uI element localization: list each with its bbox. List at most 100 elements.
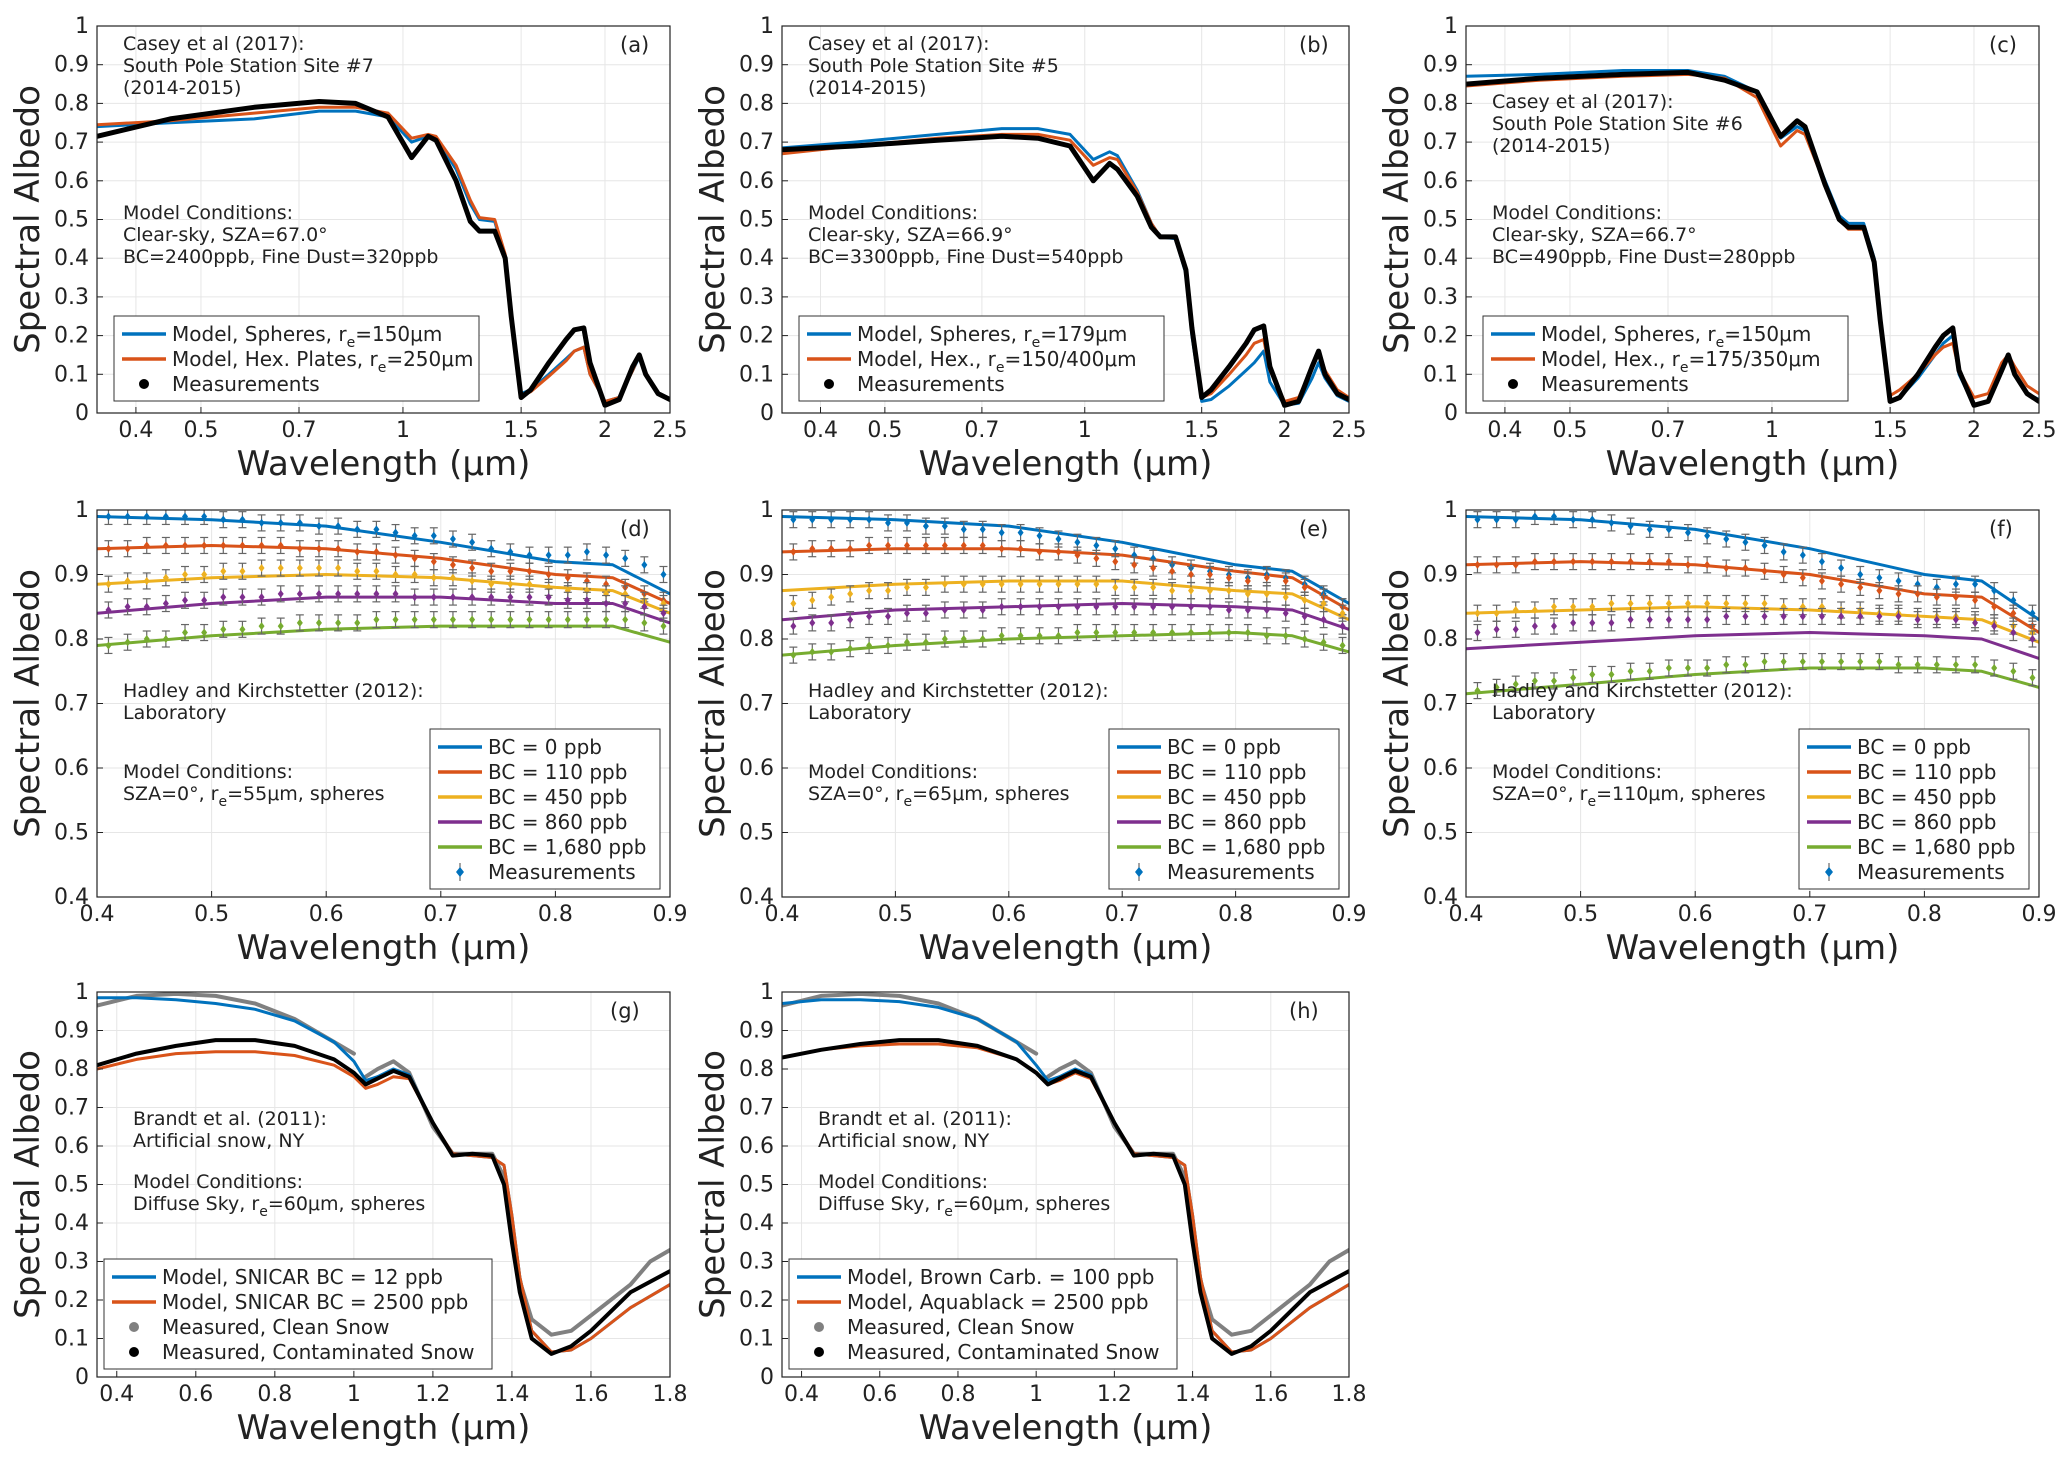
measurement-point	[1282, 631, 1289, 640]
x-tick-label: 0.8	[538, 902, 573, 927]
measurement-point	[1512, 560, 1519, 569]
measurement-point	[847, 589, 854, 598]
series-line-bc-110-ppb	[97, 544, 670, 605]
measurement-point	[1876, 612, 1883, 621]
legend-text: BC = 110 ppb	[1857, 760, 1996, 784]
annotation-part: =60μm, spheres	[268, 1193, 425, 1215]
legend-text: BC = 110 ppb	[488, 760, 627, 784]
measurement-point	[979, 635, 986, 643]
legend-text: BC = 0 ppb	[1167, 735, 1281, 759]
measurement-point	[1761, 567, 1768, 576]
measurement-point	[622, 599, 629, 608]
measurement-point	[660, 622, 667, 631]
legend-text: Model, Brown Carb. = 100 ppb	[847, 1265, 1154, 1289]
measurement-point	[1131, 628, 1138, 637]
measurement-point	[105, 512, 112, 521]
measurement-point	[277, 622, 284, 631]
annotation-part: Diffuse Sky, r	[133, 1193, 259, 1215]
measurement-point	[1512, 605, 1519, 614]
measurement-set-green	[104, 611, 668, 655]
measurement-point	[2029, 635, 2036, 643]
x-tick-label: 0.5	[194, 902, 229, 927]
x-axis-label: Wavelength (μm)	[1606, 928, 1900, 968]
y-axis-label: Spectral Albedo	[693, 85, 733, 354]
measurement-point	[941, 635, 948, 643]
annotation-subscript: e	[903, 794, 912, 810]
legend-dot-swatch	[129, 1347, 139, 1357]
measurement-point	[2029, 673, 2036, 682]
measurement-point	[960, 525, 967, 534]
measurement-point	[488, 593, 495, 602]
series-line-bc-0-ppb	[97, 515, 670, 596]
y-tick-label: 0.9	[739, 53, 774, 78]
measurement-point	[1646, 667, 1653, 676]
measurement-point	[1991, 664, 1998, 673]
measurement-point	[1512, 515, 1519, 524]
legend-text: Model, Hex., r	[857, 347, 997, 371]
measurement-point	[526, 567, 533, 576]
x-tick-label: 0.4	[1449, 902, 1484, 927]
measurement-point	[885, 541, 892, 550]
annotation-line: Model Conditions:	[808, 761, 978, 783]
measurement-point	[449, 560, 456, 569]
y-tick-label: 0.7	[739, 130, 774, 155]
x-tick-label: 1.4	[494, 1382, 529, 1407]
legend-text: Model, SNICAR BC = 2500 ppb	[162, 1290, 468, 1314]
measurement-point	[143, 635, 150, 643]
x-tick-label: 0.7	[1792, 902, 1827, 927]
measurement-point	[1301, 635, 1308, 643]
measurement-point	[1036, 547, 1043, 556]
measurement-point	[1282, 576, 1289, 585]
x-tick-label: 0.7	[1651, 418, 1686, 443]
measurement-point	[469, 615, 476, 624]
measurement-point	[1263, 573, 1270, 582]
measurement-point	[1150, 602, 1157, 611]
measurement-point	[1761, 612, 1768, 621]
measurement-point	[1036, 580, 1043, 589]
panel-b: 0.4 0.5 0.7 1 1.5 2 2.5 0 0.1 0.2 0.3 0.4 0.5 0.6 0.7 0…	[693, 14, 1367, 484]
x-tick-label: 0.8	[940, 1382, 975, 1407]
x-tick-label: 1.4	[1175, 1382, 1210, 1407]
measurement-point	[847, 515, 854, 524]
annotation-subscript: e	[259, 1204, 268, 1220]
y-tick-label: 0.9	[54, 1019, 89, 1044]
measurement-point	[507, 580, 514, 589]
measurement-point	[1838, 564, 1845, 573]
measurement-point	[143, 576, 150, 585]
legend-text: BC = 450 ppb	[1857, 785, 1996, 809]
legend-item: Measurements	[1135, 860, 1315, 884]
measurement-point	[1723, 535, 1730, 544]
measurement-point	[1074, 580, 1081, 589]
x-tick-label: 1	[347, 1382, 361, 1407]
x-tick-label: 0.5	[1552, 418, 1587, 443]
legend-item: Model, Spheres, re=150μm	[122, 322, 442, 351]
measurement-point	[998, 544, 1005, 553]
measurement-point	[411, 531, 418, 540]
annotation-part: =55μm, spheres	[227, 783, 384, 805]
annotation-line: BC=490ppb, Fine Dust=280ppb	[1492, 246, 1795, 268]
measurement-point	[1474, 609, 1481, 618]
measurement-point	[1799, 657, 1806, 666]
annotation-line: Diffuse Sky, re=60μm, spheres	[818, 1193, 1110, 1220]
measurement-point	[1474, 628, 1481, 637]
y-tick-label: 0.7	[1423, 692, 1458, 717]
y-tick-label: 0.7	[1423, 130, 1458, 155]
measurement-point	[1627, 667, 1634, 676]
legend-tail: =250μm	[386, 347, 473, 371]
x-tick-label: 0.7	[1105, 902, 1140, 927]
measurement-point	[1225, 586, 1232, 595]
measurement-point	[1320, 638, 1327, 647]
legend-text: BC = 1,680 ppb	[1167, 835, 1326, 859]
y-tick-label: 0.7	[739, 692, 774, 717]
measurement-point	[1301, 596, 1308, 605]
y-tick-label: 0.1	[54, 362, 89, 387]
measurement-point	[1589, 618, 1596, 627]
x-tick-label: 0.7	[964, 418, 999, 443]
legend-item: Model, Aquablack = 2500 ppb	[797, 1290, 1149, 1314]
measurement-point	[335, 618, 342, 627]
measurement-point	[998, 580, 1005, 589]
measurement-point	[430, 557, 437, 566]
y-tick-label: 0.2	[54, 324, 89, 349]
